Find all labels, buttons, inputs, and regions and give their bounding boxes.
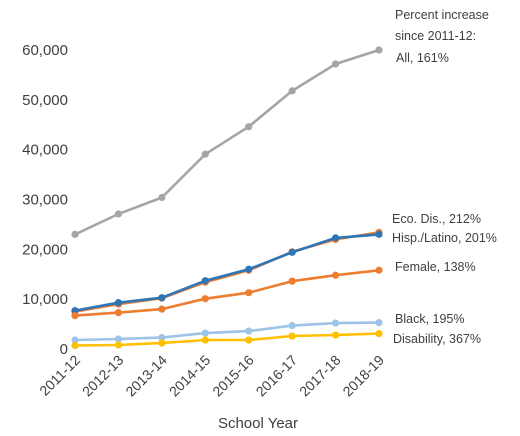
series-end-label: Black, 195%	[395, 312, 464, 326]
data-point	[375, 329, 383, 338]
data-point	[245, 123, 253, 131]
y-tick-label: 40,000	[22, 142, 68, 159]
data-point	[245, 336, 253, 344]
data-point	[71, 336, 79, 344]
series-line	[73, 231, 381, 313]
data-point	[375, 230, 383, 238]
x-tick-label: 2014-15	[166, 352, 214, 400]
series-line	[73, 233, 381, 312]
y-tick-label: 20,000	[22, 241, 68, 258]
data-point	[245, 265, 253, 273]
series-black	[71, 318, 383, 344]
data-point	[158, 305, 166, 313]
series-end-label: Female, 138%	[395, 260, 476, 274]
data-point	[158, 294, 166, 302]
series-end-label: Disability, 367%	[393, 332, 481, 346]
data-point	[114, 341, 123, 349]
data-point	[114, 210, 123, 218]
series-line	[73, 321, 381, 342]
data-point	[375, 46, 383, 54]
data-point	[288, 277, 296, 285]
series-disability	[71, 329, 383, 350]
data-point	[114, 309, 123, 317]
x-tick-label: 2016-17	[253, 352, 301, 400]
data-point	[201, 295, 209, 303]
data-point	[288, 87, 296, 95]
data-point	[201, 150, 209, 158]
data-point	[375, 266, 383, 274]
x-tick-label: 2018-19	[339, 352, 387, 400]
y-tick-label: 50,000	[22, 92, 68, 109]
data-point	[245, 327, 253, 335]
series-hisp-latino	[71, 230, 383, 315]
x-axis-tick-labels: 2011-122012-132013-142014-152015-162016-…	[36, 352, 387, 400]
data-point	[331, 319, 340, 327]
data-point	[331, 60, 340, 68]
x-axis-title: School Year	[218, 415, 298, 432]
data-point	[288, 248, 296, 256]
y-tick-label: 30,000	[22, 192, 68, 209]
data-point	[331, 331, 340, 339]
x-tick-label: 2015-16	[209, 352, 257, 400]
x-tick-label: 2013-14	[122, 352, 170, 400]
series-end-labels: All, 161% Eco. Dis., 212% Hisp./Latino, 20…	[392, 51, 497, 346]
data-point	[245, 289, 253, 297]
data-point	[288, 332, 296, 340]
y-tick-label: 0	[60, 341, 68, 358]
y-tick-label: 10,000	[22, 291, 68, 308]
series-female	[71, 266, 383, 320]
data-point	[201, 329, 209, 337]
data-point	[71, 341, 79, 350]
data-point	[201, 277, 209, 285]
series-line	[73, 332, 381, 347]
data-point	[201, 336, 209, 344]
series-end-label: Hisp./Latino, 201%	[392, 231, 497, 245]
y-tick-label: 60,000	[22, 42, 68, 59]
data-point	[114, 299, 123, 307]
series-end-label: All, 161%	[396, 51, 449, 65]
x-tick-label: 2011-12	[36, 352, 83, 399]
series-line	[73, 48, 381, 236]
data-point	[158, 339, 166, 347]
series-line	[73, 268, 381, 317]
data-point	[158, 193, 166, 202]
data-point	[331, 271, 340, 279]
data-point	[114, 335, 123, 343]
data-point	[288, 321, 296, 330]
x-tick-label: 2012-13	[79, 352, 127, 400]
data-point	[158, 333, 166, 342]
series-all	[71, 46, 383, 238]
data-point	[375, 318, 383, 327]
data-point	[71, 230, 79, 238]
percent-increase-annotation: Percent increase since 2011-12:	[395, 8, 489, 43]
x-tick-label: 2017-18	[296, 352, 344, 400]
series-end-label: Eco. Dis., 212%	[392, 212, 481, 226]
data-point	[71, 312, 79, 320]
data-point	[331, 234, 340, 242]
data-point	[71, 307, 79, 315]
series-layer	[71, 46, 383, 350]
y-axis-tick-labels: 0 10,000 20,000 30,000 40,000 50,000 60,000	[22, 42, 68, 358]
